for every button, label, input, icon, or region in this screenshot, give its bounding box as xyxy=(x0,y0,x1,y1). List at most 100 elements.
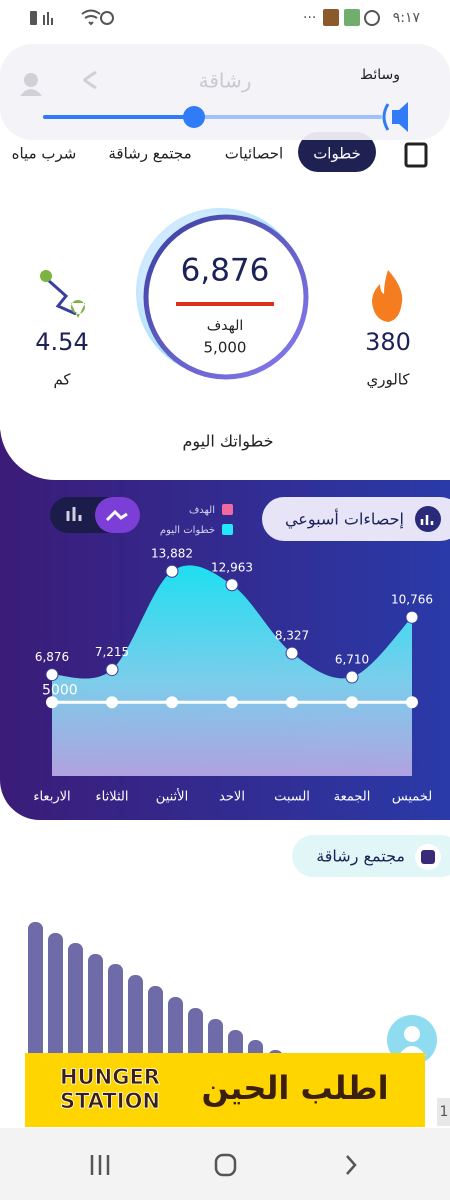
weekly-pill xyxy=(262,497,450,541)
x-tick-label: لخميس xyxy=(392,790,432,805)
app-icon xyxy=(344,9,360,26)
fist-icon xyxy=(421,850,435,864)
community-title: مجتمع رشاقة xyxy=(316,847,405,867)
status-time: ٩:١٧ xyxy=(393,10,421,26)
value-label: 6,876 xyxy=(35,650,69,664)
community-bar xyxy=(148,986,163,1066)
calories-value: 380 xyxy=(365,328,411,356)
tab[interactable]: شرب مياه xyxy=(12,145,77,163)
x-tick-label: الاحد xyxy=(219,790,245,805)
volume-knob[interactable] xyxy=(183,106,205,128)
goal-point xyxy=(46,696,58,709)
x-tick-label: الاربعاء xyxy=(33,790,70,805)
today: 6,876 الهدف 5,000 4.54 كم 380 كالوري خطو… xyxy=(35,208,411,452)
ad-banner[interactable]: HUNGER STATION اطلب الحين xyxy=(25,1053,425,1127)
community-bar xyxy=(128,975,143,1065)
community-bar xyxy=(68,943,83,1063)
flame-icon xyxy=(372,270,403,322)
calories-unit: كالوري xyxy=(366,371,410,390)
nav-bg xyxy=(0,1128,450,1200)
legend-label: خطوات اليوم xyxy=(160,525,215,536)
steps-point xyxy=(345,670,359,684)
steps-count: 6,876 xyxy=(181,253,270,289)
steps-area xyxy=(52,565,412,776)
steps-point xyxy=(105,663,119,677)
value-label: 6,710 xyxy=(335,653,369,667)
legend-label: الهدف xyxy=(189,505,215,516)
tab-selected-bg xyxy=(298,132,376,172)
goal-label: الهدف xyxy=(207,318,243,334)
distance-value: 4.54 xyxy=(35,328,88,356)
signal-icon xyxy=(43,12,53,25)
more-icon: ··· xyxy=(303,10,316,26)
stats-icon xyxy=(420,515,434,525)
ad-cta: اطلب الحين xyxy=(201,1069,388,1107)
distance-unit: كم xyxy=(53,371,71,389)
steps-point xyxy=(405,610,419,624)
community-bar xyxy=(168,997,183,1067)
community-bar xyxy=(108,964,123,1064)
tab[interactable]: خطوات xyxy=(313,145,361,163)
legend-swatch xyxy=(222,504,233,515)
status-bar: ··· ٩:١٧ xyxy=(30,9,420,26)
nav-bar xyxy=(0,1128,450,1200)
x-tick-label: الجمعة xyxy=(334,790,371,805)
app-icon xyxy=(323,9,339,26)
avatar-icon xyxy=(404,1026,420,1042)
x-tick-label: الثلاثاء xyxy=(96,790,129,805)
ad-brand: STATION xyxy=(60,1089,160,1113)
x-tick-label: الأثنين xyxy=(156,788,188,805)
x-tick-label: السبت xyxy=(274,790,310,805)
community: مجتمع رشاقة xyxy=(28,835,450,1070)
goal-point xyxy=(226,696,238,709)
value-label: 13,882 xyxy=(151,547,193,561)
steps-point xyxy=(45,668,59,682)
steps-point xyxy=(165,564,179,578)
tab[interactable]: مجتمع رشاقة xyxy=(108,145,191,163)
route-icon xyxy=(40,270,52,282)
weekly-header: إحصاءات أسبوعي xyxy=(50,497,450,541)
profile-icon xyxy=(24,73,38,87)
goal-line-label: 5000 xyxy=(42,682,78,698)
share-icon xyxy=(83,70,97,90)
value-label: 7,215 xyxy=(95,645,129,659)
line-view-icon xyxy=(105,509,128,522)
goal-point xyxy=(346,696,358,709)
app-title: رشاقة xyxy=(199,69,252,93)
value-label: 12,963 xyxy=(211,560,253,574)
speaker-icon xyxy=(382,103,390,131)
legend-swatch xyxy=(222,524,233,535)
steps-point xyxy=(285,646,299,660)
ad-bg[interactable] xyxy=(25,1053,425,1127)
recent-apps-button[interactable] xyxy=(90,1155,110,1175)
goal-point xyxy=(406,696,418,709)
goal-value: 5,000 xyxy=(204,339,247,357)
goal-point xyxy=(166,696,178,709)
community-bar xyxy=(48,933,63,1063)
media-panel: وسائط رشاقة xyxy=(0,44,450,140)
tabs: خطوات احصائيات مجتمع رشاقة شرب مياه xyxy=(12,132,428,172)
value-label: 10,766 xyxy=(391,593,433,607)
community-bar xyxy=(28,922,43,1062)
route-icon xyxy=(47,278,77,316)
home-button[interactable] xyxy=(214,1153,237,1177)
today-caption: خطواتك اليوم xyxy=(182,432,273,452)
goal-point xyxy=(286,696,298,709)
alarm-icon xyxy=(100,11,114,25)
community-pill xyxy=(292,835,450,877)
community-bar xyxy=(88,954,103,1064)
media-label: وسائط xyxy=(360,67,400,83)
menu-icon[interactable] xyxy=(404,142,428,168)
tab[interactable]: احصائيات xyxy=(225,145,283,163)
steps-point xyxy=(225,578,239,592)
progress-ring xyxy=(143,214,309,380)
speaker-icon[interactable] xyxy=(392,102,408,132)
page-indicator: 1 xyxy=(440,1104,449,1120)
weekly-title: إحصاءات أسبوعي xyxy=(285,509,404,530)
ad-brand: HUNGER xyxy=(60,1065,160,1089)
battery-icon xyxy=(30,11,37,25)
bar-view-icon xyxy=(66,507,82,521)
back-button[interactable] xyxy=(346,1155,357,1175)
